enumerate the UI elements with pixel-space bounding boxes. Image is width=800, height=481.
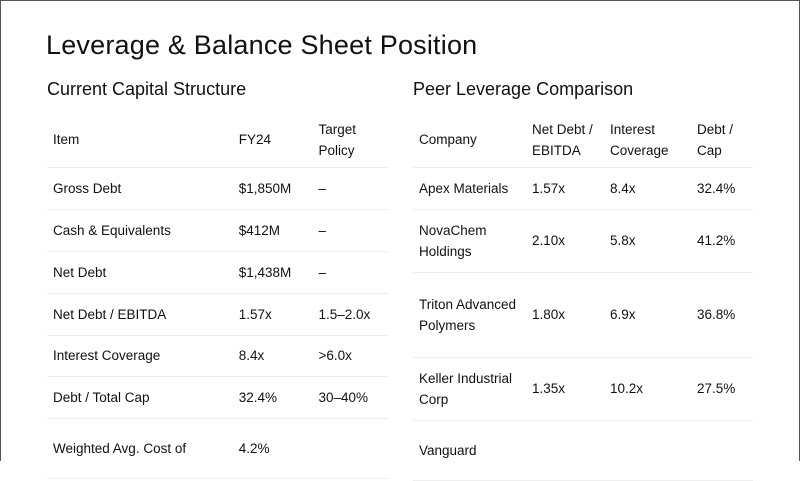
cell-item: Interest Coverage (53, 348, 161, 363)
cell-item: Net Debt (53, 264, 107, 280)
peer-comparison-table: Company Net Debt / EBITDA Interest Cover… (413, 113, 753, 481)
capital-structure-table: Item FY24 Target Policy Gross Debt $1,850… (47, 113, 388, 479)
column-header: Item (53, 132, 80, 148)
cell-fy24: $412M (238, 222, 280, 238)
cell-nd-ebitda: 1.80x (532, 307, 566, 322)
cell-target (312, 418, 388, 478)
capital-structure-heading: Current Capital Structure (47, 79, 247, 99)
table-row: Weighted Avg. Cost of 4.2% (47, 418, 388, 478)
column-header: Company (419, 132, 477, 148)
column-header: Interest Coverage (610, 121, 669, 158)
table-row: Apex Materials 1.57x 8.4x 32.4% (413, 167, 753, 209)
cell-nd-ebitda: 1.57x (532, 180, 566, 196)
cell-debt-cap (691, 420, 753, 480)
peer-comparison-heading: Peer Leverage Comparison (413, 79, 634, 99)
cell-nd-ebitda: 2.10x (532, 233, 566, 248)
cell-coverage: 10.2x (610, 381, 644, 396)
cell-coverage: 6.9x (610, 307, 636, 322)
cell-company: NovaChem Holdings (419, 222, 487, 259)
cell-target: – (318, 222, 326, 238)
cell-coverage: 8.4x (610, 180, 636, 196)
table-header-row: Company Net Debt / EBITDA Interest Cover… (413, 113, 753, 167)
cell-item: Gross Debt (53, 180, 122, 196)
cell-target: – (318, 264, 326, 280)
table-row: Net Debt / EBITDA 1.57x 1.5–2.0x (47, 293, 388, 335)
table-row: Interest Coverage 8.4x >6.0x (47, 335, 388, 376)
cell-fy24: 1.57x (238, 306, 272, 322)
cell-fy24: 32.4% (238, 389, 277, 405)
table-row: Net Debt $1,438M – (47, 251, 388, 293)
cell-coverage (604, 420, 691, 480)
table-row: Triton Advanced Polymers 1.80x 6.9x 36.8% (413, 272, 753, 357)
column-header: FY24 (238, 132, 271, 148)
cell-nd-ebitda (526, 420, 604, 480)
cell-debt-cap: 32.4% (697, 180, 736, 196)
cell-fy24: 4.2% (238, 440, 270, 456)
column-header: Debt / Cap (697, 121, 734, 158)
cell-company: Triton Advanced Polymers (419, 296, 517, 333)
cell-company: Keller Industrial Corp (419, 370, 513, 407)
table-row: Keller Industrial Corp 1.35x 10.2x 27.5% (413, 357, 753, 420)
table-header-row: Item FY24 Target Policy (47, 113, 388, 167)
cell-company: Apex Materials (419, 180, 509, 196)
cell-fy24: $1,438M (238, 264, 292, 280)
table-row: Debt / Total Cap 32.4% 30–40% (47, 376, 388, 418)
table-row: Cash & Equivalents $412M – (47, 209, 388, 251)
column-header: Net Debt / EBITDA (532, 121, 593, 158)
cell-debt-cap: 27.5% (697, 381, 736, 396)
cell-debt-cap: 41.2% (697, 233, 736, 248)
cell-nd-ebitda: 1.35x (532, 381, 566, 396)
column-header: Target Policy (318, 121, 356, 158)
cell-coverage: 5.8x (610, 233, 636, 248)
cell-fy24: 8.4x (238, 348, 265, 363)
cell-fy24: $1,850M (238, 180, 292, 196)
cell-target: >6.0x (318, 348, 352, 363)
cell-target: 30–40% (318, 389, 368, 405)
cell-company: Vanguard (419, 442, 477, 458)
cell-target: 1.5–2.0x (318, 306, 371, 322)
cell-debt-cap: 36.8% (697, 307, 736, 322)
table-row: Vanguard (413, 420, 753, 480)
page-title: Leverage & Balance Sheet Position (46, 30, 478, 60)
cell-item: Cash & Equivalents (53, 222, 171, 238)
table-row: Gross Debt $1,850M – (47, 167, 388, 209)
cell-item: Debt / Total Cap (53, 389, 150, 405)
cell-item: Net Debt / EBITDA (53, 306, 167, 322)
cell-target: – (318, 180, 326, 196)
table-row: NovaChem Holdings 2.10x 5.8x 41.2% (413, 209, 753, 272)
cell-item: Weighted Avg. Cost of (53, 440, 187, 456)
